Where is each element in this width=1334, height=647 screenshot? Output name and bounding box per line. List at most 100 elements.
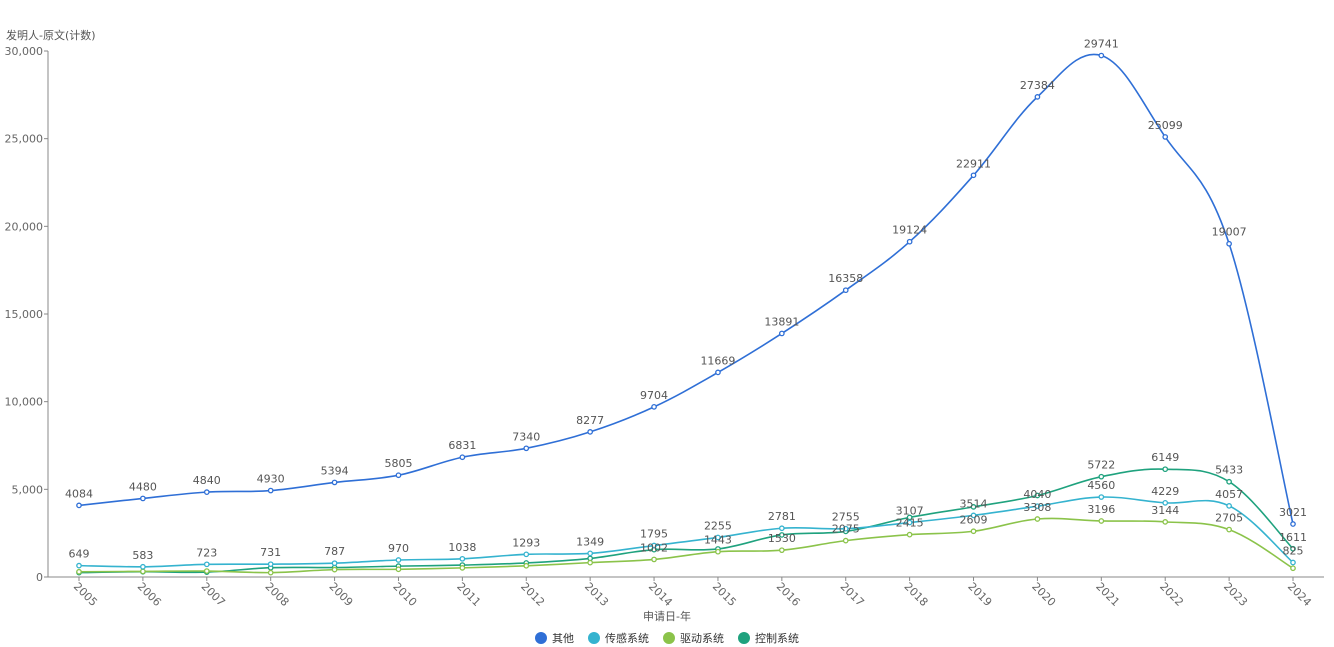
data-point [459, 565, 466, 571]
data-label: 4084 [65, 487, 93, 500]
data-label: 19007 [1212, 226, 1247, 239]
legend-item[interactable]: 驱动系统 [663, 630, 724, 646]
data-label: 2255 [704, 519, 732, 532]
data-label: 3308 [1023, 501, 1051, 514]
legend-label: 驱动系统 [680, 632, 724, 645]
data-point [1034, 516, 1041, 522]
data-point [778, 330, 785, 337]
data-label: 3021 [1279, 506, 1307, 519]
y-tick-label: 10,000 [5, 396, 44, 409]
data-point [331, 479, 338, 486]
data-label: 2075 [832, 523, 860, 536]
data-label: 825 [1283, 545, 1304, 558]
data-label: 1002 [640, 541, 668, 554]
series-line-驱动系统 [78, 517, 1294, 574]
data-label: 5394 [321, 464, 349, 477]
y-tick-label: 5,000 [12, 483, 44, 496]
x-tick-label: 2005 [71, 580, 100, 609]
data-point [395, 566, 402, 573]
data-point [1226, 240, 1232, 247]
data-label: 4057 [1215, 488, 1243, 501]
data-point [651, 542, 657, 549]
data-label: 723 [196, 546, 217, 559]
x-tick-label: 2015 [710, 580, 739, 609]
x-tick-label: 2012 [518, 580, 547, 609]
data-point [906, 238, 913, 245]
data-label: 25099 [1148, 119, 1183, 132]
data-point [1034, 492, 1041, 499]
data-label: 2609 [960, 513, 988, 526]
data-label: 3144 [1151, 504, 1179, 517]
data-point [1162, 500, 1169, 506]
data-point [523, 445, 530, 452]
legend-item[interactable]: 其他 [535, 630, 574, 646]
data-label: 13891 [764, 315, 799, 328]
data-point [523, 551, 530, 558]
data-point [587, 429, 594, 435]
legend-label: 控制系统 [755, 632, 799, 645]
data-label: 6831 [448, 439, 476, 452]
data-label: 29741 [1084, 38, 1119, 51]
legend-swatch [663, 632, 675, 644]
y-tick-label: 20,000 [5, 220, 44, 233]
x-tick-label: 2009 [326, 580, 355, 609]
legend-swatch [738, 632, 750, 644]
data-label: 1293 [512, 536, 540, 549]
x-tick-label: 2018 [902, 580, 931, 609]
legend-item[interactable]: 传感系统 [588, 630, 649, 646]
data-point [970, 172, 977, 179]
legend-label: 传感系统 [605, 632, 649, 645]
x-tick-label: 2019 [965, 580, 994, 609]
data-label: 7340 [512, 430, 540, 443]
data-point [331, 566, 338, 573]
data-point [1098, 518, 1105, 524]
data-point [1098, 473, 1105, 480]
x-tick-label: 2023 [1221, 580, 1250, 609]
data-point [1098, 494, 1105, 500]
data-point [906, 531, 913, 538]
x-tick-label: 2014 [646, 580, 675, 609]
data-point [459, 454, 466, 461]
data-label: 5805 [384, 457, 412, 470]
data-point [1290, 545, 1296, 552]
legend-item[interactable]: 控制系统 [738, 630, 799, 646]
data-point [203, 568, 210, 574]
y-tick-label: 25,000 [5, 133, 44, 146]
data-label: 5722 [1087, 459, 1115, 472]
data-point [970, 528, 977, 535]
data-point [1226, 526, 1232, 533]
data-point [331, 560, 338, 567]
x-tick-label: 2010 [390, 580, 419, 609]
data-label: 9704 [640, 389, 668, 402]
x-tick-label: 2016 [774, 580, 803, 609]
data-point [1034, 503, 1041, 510]
data-point [140, 495, 146, 502]
data-label: 4480 [129, 480, 157, 493]
data-label: 787 [324, 545, 345, 558]
data-label: 1443 [704, 534, 732, 547]
legend-label: 其他 [552, 632, 574, 645]
data-point [1098, 52, 1105, 59]
data-point [76, 562, 82, 569]
x-tick-label: 2021 [1093, 580, 1122, 609]
data-point [651, 556, 657, 563]
data-point [1226, 503, 1232, 509]
data-point [906, 514, 913, 521]
data-point [267, 561, 274, 568]
data-point [1162, 134, 1169, 140]
x-axis-title: 申请日-年 [643, 610, 691, 623]
data-point [715, 369, 721, 376]
data-point [203, 561, 210, 568]
data-label: 4229 [1151, 485, 1179, 498]
data-label: 27384 [1020, 79, 1055, 92]
data-point [778, 532, 785, 538]
data-point [651, 404, 657, 410]
data-label: 2415 [896, 517, 924, 530]
legend-swatch [588, 632, 600, 644]
x-tick-label: 2008 [263, 580, 292, 609]
data-label: 1038 [448, 541, 476, 554]
data-label: 2781 [768, 510, 796, 523]
x-tick-label: 2017 [838, 580, 867, 609]
data-label: 3196 [1087, 503, 1115, 516]
